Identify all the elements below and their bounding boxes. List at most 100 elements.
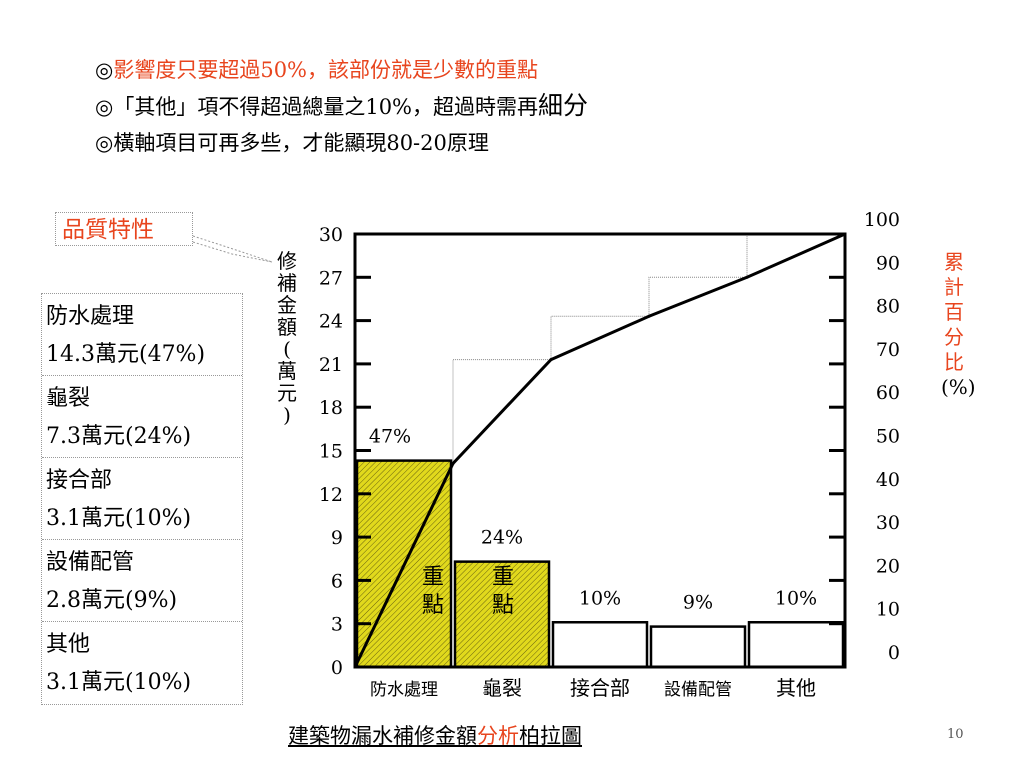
bullet-2: ◎「其他」項不得超過總量之10%，超過時需再細分 <box>95 88 588 125</box>
left-tick-label: 6 <box>331 570 343 592</box>
right-tick-label: 80 <box>876 296 900 318</box>
left-tick-label: 30 <box>319 224 343 246</box>
bar-3 <box>551 621 649 669</box>
category-label: 設備配管 <box>664 680 732 700</box>
left-axis-label-char: 萬 <box>277 359 297 383</box>
cumulative-point <box>549 358 553 362</box>
legend-item-name: 防水處理 <box>46 304 135 329</box>
chart-caption: 建築物漏水補修金額分析柏拉圖 <box>288 720 582 750</box>
right-tick-label: 40 <box>876 469 900 491</box>
bullet-1-text: 影響度只要超過50%，該部份就是少數的重點 <box>113 58 539 82</box>
category-label: 接合部 <box>570 676 630 700</box>
bar-percent-label: 47% <box>369 426 411 448</box>
cumulative-point <box>843 232 847 236</box>
category-label: 龜裂 <box>482 676 522 700</box>
right-tick-label: 70 <box>876 339 900 361</box>
cumulative-point <box>647 314 651 318</box>
left-tick-label: 9 <box>331 527 343 549</box>
cumulative-point <box>451 461 455 465</box>
bar-4 <box>649 625 747 669</box>
right-tick-label: 60 <box>876 382 900 404</box>
caption-pre: 建築物漏水補修金額 <box>288 724 477 748</box>
left-axis-label-char: 元 <box>277 381 297 405</box>
left-axis-label-char: 額 <box>277 315 297 339</box>
legend-item: 其他 3.1萬元(10%) <box>42 622 242 704</box>
category-label: 防水處理 <box>370 680 438 700</box>
bar-2 <box>453 560 551 669</box>
left-axis-label-char: 修 <box>277 249 297 273</box>
emphasis-label-char: 點 <box>492 593 514 618</box>
callout-line-2 <box>192 241 273 263</box>
cumulative-step-guide <box>550 315 649 360</box>
legend-item-name: 接合部 <box>46 468 113 493</box>
cumulative-point <box>745 275 749 279</box>
left-axis-label: 修 補 金 額 ( 萬 元 ) <box>274 250 300 426</box>
bullet-2-big-text: 細分 <box>538 91 589 120</box>
legend-item-detail: 2.8萬元(9%) <box>46 588 178 613</box>
left-axis-label-char: 補 <box>277 271 297 295</box>
legend-item-detail: 3.1萬元(10%) <box>46 506 192 531</box>
caption-post: 柏拉圖 <box>519 724 582 748</box>
right-axis-label: 累 計 百 分 比 (%) <box>941 250 976 400</box>
legend-item: 接合部 3.1萬元(10%) <box>42 458 242 540</box>
bullet-1: ◎影響度只要超過50%，該部份就是少數的重點 <box>95 52 588 88</box>
legend-item-name: 龜裂 <box>46 386 91 411</box>
cumulative-step-guide <box>452 359 551 464</box>
legend-item: 防水處理 14.3萬元(47%) <box>42 294 242 376</box>
category-legend: 防水處理 14.3萬元(47%) 龜裂 7.3萬元(24%) 接合部 3.1萬元… <box>41 293 243 705</box>
bullet-3-mark: ◎ <box>95 131 114 155</box>
bar-5 <box>747 621 845 669</box>
bullet-2-text: 「其他」項不得超過總量之10%，超過時需再 <box>113 95 539 119</box>
left-tick-label: 12 <box>319 484 343 506</box>
right-axis-label-char: 分 <box>944 325 964 349</box>
legend-item-name: 設備配管 <box>46 550 135 575</box>
cumulative-point <box>353 665 357 669</box>
right-tick-label: 20 <box>876 555 900 577</box>
bar-percent-label: 10% <box>775 587 817 609</box>
bullet-3-text: 橫軸項目可再多些，才能顯現80-20原理 <box>113 131 489 155</box>
legend-item: 設備配管 2.8萬元(9%) <box>42 540 242 622</box>
bar-percent-label: 24% <box>481 527 523 549</box>
caption-red: 分析 <box>477 724 519 748</box>
legend-item-name: 其他 <box>46 632 91 657</box>
legend-item-detail: 3.1萬元(10%) <box>46 670 192 695</box>
left-tick-label: 18 <box>319 397 343 419</box>
callout-line <box>192 235 273 263</box>
left-axis-label-char: ( <box>283 337 291 361</box>
right-tick-label: 10 <box>876 599 900 621</box>
right-axis-label-char: 計 <box>944 275 964 299</box>
left-axis-label-char: 金 <box>277 293 297 317</box>
right-tick-label: 100 <box>864 209 900 231</box>
left-tick-label: 27 <box>319 267 343 289</box>
emphasis-label-char: 點 <box>422 593 444 618</box>
right-axis-label-char: 比 <box>944 350 964 374</box>
right-tick-label: 0 <box>888 642 900 664</box>
left-tick-label: 0 <box>331 657 343 679</box>
bar-percent-label: 9% <box>683 592 713 614</box>
legend-item: 龜裂 7.3萬元(24%) <box>42 376 242 458</box>
page-number: 10 <box>947 727 964 742</box>
emphasis-label-char: 重 <box>422 565 444 590</box>
category-label: 其他 <box>776 676 816 700</box>
cumulative-step-guide <box>648 276 747 317</box>
bullet-list: ◎影響度只要超過50%，該部份就是少數的重點 ◎「其他」項不得超過總量之10%，… <box>95 52 588 161</box>
bar-percent-label: 10% <box>579 587 621 609</box>
bullet-3: ◎橫軸項目可再多些，才能顯現80-20原理 <box>95 125 588 161</box>
right-axis-label-char: 百 <box>944 300 964 324</box>
right-tick-label: 90 <box>876 252 900 274</box>
right-axis-label-char: 累 <box>944 250 964 274</box>
right-tick-label: 30 <box>876 512 900 534</box>
left-axis-label-char: ) <box>283 403 291 427</box>
left-tick-label: 15 <box>319 441 343 463</box>
bullet-2-mark: ◎ <box>95 95 114 119</box>
legend-item-detail: 14.3萬元(47%) <box>46 342 206 367</box>
emphasis-label-char: 重 <box>492 565 514 590</box>
left-tick-label: 21 <box>319 354 343 376</box>
bullet-1-mark: ◎ <box>95 58 114 82</box>
cumulative-line <box>353 232 846 668</box>
legend-item-detail: 7.3萬元(24%) <box>46 424 192 449</box>
quality-characteristic-label: 品質特性 <box>55 212 193 246</box>
left-tick-label: 3 <box>331 614 343 636</box>
